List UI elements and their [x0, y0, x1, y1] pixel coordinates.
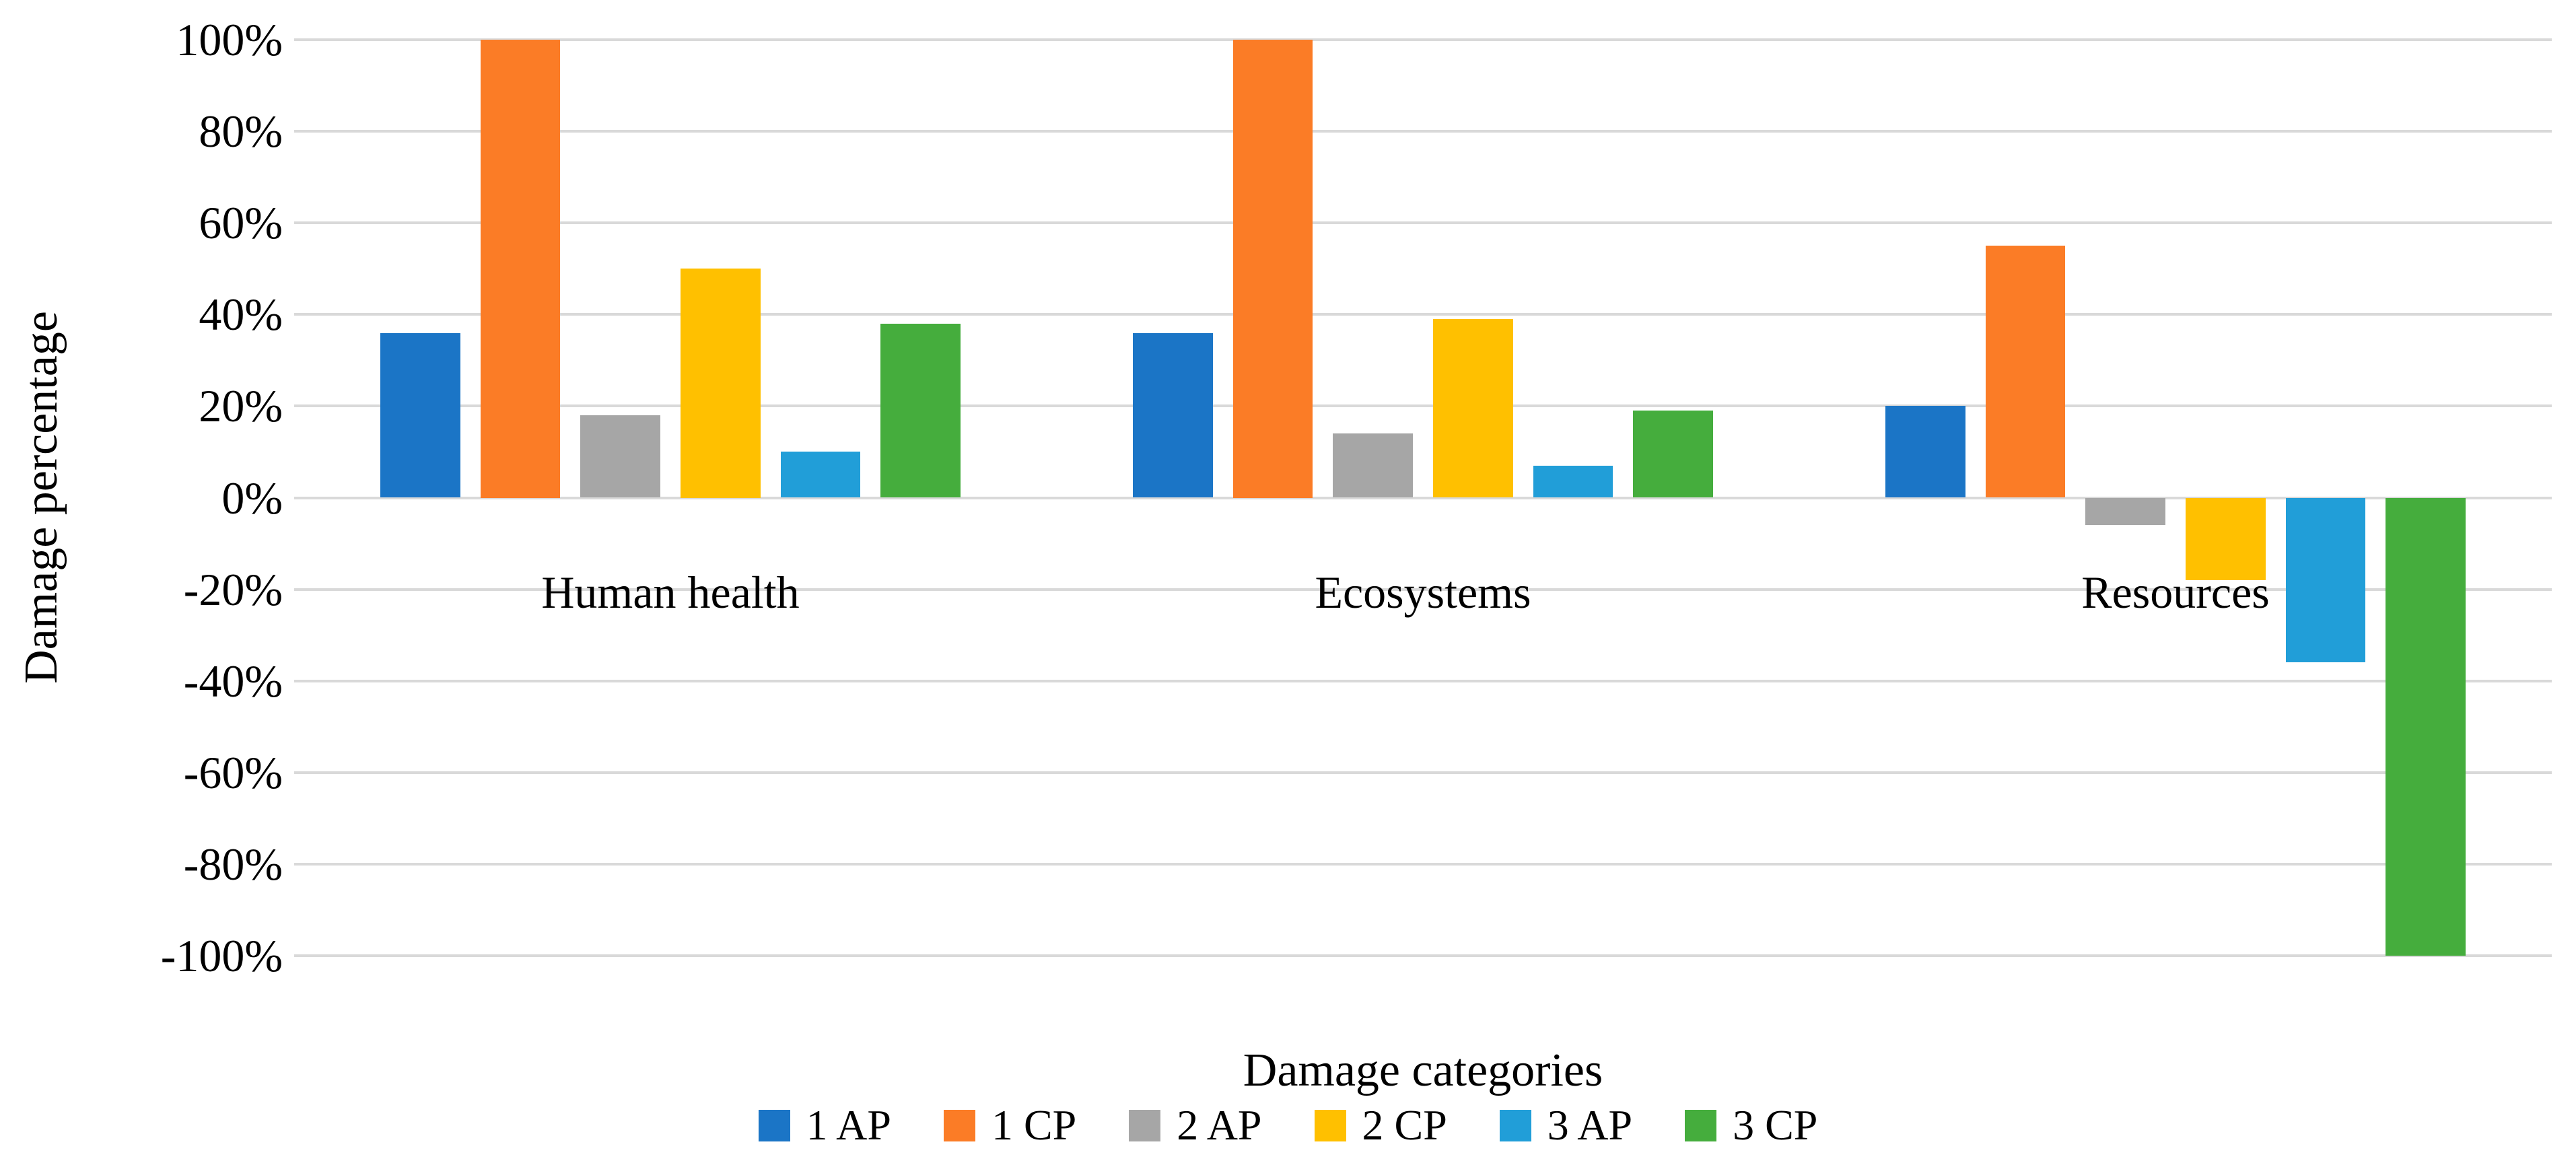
gridline--20: [294, 588, 2552, 591]
y-tick-label-40: 40%: [199, 289, 283, 341]
bar-1-cp-human-health: [480, 40, 561, 498]
legend-item-2-ap: 2 AP: [1129, 1101, 1262, 1149]
legend-label-3-ap: 3 AP: [1547, 1101, 1633, 1149]
legend-swatch-3-ap: [1499, 1109, 1531, 1141]
bar-1-ap-human-health: [380, 332, 460, 498]
bar-1-ap-resources: [1885, 406, 1965, 498]
gridline-20: [294, 404, 2552, 408]
bar-2-cp-resources: [2186, 497, 2266, 580]
bar-2-ap-ecosystems: [1333, 433, 1413, 498]
y-tick-label-20: -20%: [183, 563, 283, 615]
legend-swatch-1-ap: [758, 1109, 790, 1141]
bar-3-ap-human-health: [780, 452, 861, 498]
category-label-ecosystems: Ecosystems: [1315, 567, 1531, 618]
legend-label-1-ap: 1 AP: [806, 1101, 891, 1149]
bar-3-ap-ecosystems: [1533, 465, 1613, 498]
bar-3-cp-resources: [2386, 497, 2466, 956]
bar-1-cp-resources: [1985, 246, 2066, 498]
bar-2-ap-human-health: [580, 415, 660, 498]
gridline-80: [294, 130, 2552, 133]
legend-swatch-2-ap: [1129, 1109, 1161, 1141]
y-tick-label-80: 80%: [199, 106, 283, 157]
category-label-resources: Resources: [2081, 567, 2270, 618]
bar-3-ap-resources: [2285, 497, 2366, 663]
legend: 1 AP 1 CP 2 AP 2 CP 3 AP 3 CP: [0, 1104, 2576, 1147]
bar-2-cp-ecosystems: [1433, 319, 1513, 498]
bar-3-cp-human-health: [880, 323, 961, 498]
bar-2-cp-human-health: [681, 269, 761, 498]
legend-label-2-cp: 2 CP: [1362, 1101, 1447, 1149]
bar-1-ap-ecosystems: [1133, 332, 1213, 498]
bar-3-cp-ecosystems: [1633, 411, 1713, 498]
bar-1-cp-ecosystems: [1232, 40, 1313, 498]
legend-label-2-ap: 2 AP: [1177, 1101, 1262, 1149]
legend-item-1-cp: 1 CP: [943, 1101, 1077, 1149]
gridline--60: [294, 771, 2552, 774]
plot-area: [294, 38, 2552, 957]
gridline-60: [294, 221, 2552, 225]
legend-item-3-ap: 3 AP: [1499, 1101, 1633, 1149]
gridline--100: [294, 954, 2552, 957]
y-tick-label-100: -100%: [160, 930, 283, 981]
gridline-0: [294, 496, 2552, 499]
y-tick-label-0: 0%: [221, 472, 283, 524]
gridline-40: [294, 313, 2552, 316]
legend-label-1-cp: 1 CP: [991, 1101, 1077, 1149]
legend-item-1-ap: 1 AP: [758, 1101, 891, 1149]
y-tick-label-100: 100%: [176, 14, 283, 65]
legend-swatch-2-cp: [1314, 1109, 1346, 1141]
legend-label-3-cp: 3 CP: [1733, 1101, 1818, 1149]
bar-2-ap-resources: [2085, 497, 2165, 526]
y-tick-label-80: -80%: [183, 838, 283, 890]
gridline-100: [294, 38, 2552, 41]
y-tick-label-60: -60%: [183, 746, 283, 798]
gridline--40: [294, 679, 2552, 682]
x-axis-title: Damage categories: [1243, 1045, 1603, 1096]
category-label-human-health: Human health: [541, 567, 800, 618]
legend-item-2-cp: 2 CP: [1314, 1101, 1447, 1149]
legend-swatch-3-cp: [1685, 1109, 1717, 1141]
legend-item-3-cp: 3 CP: [1685, 1104, 1817, 1147]
legend-swatch-1-cp: [943, 1109, 975, 1141]
y-tick-label-60: 60%: [199, 197, 283, 249]
gridline--80: [294, 862, 2552, 866]
y-tick-label-40: -40%: [183, 655, 283, 707]
y-tick-label-20: 20%: [199, 380, 283, 432]
